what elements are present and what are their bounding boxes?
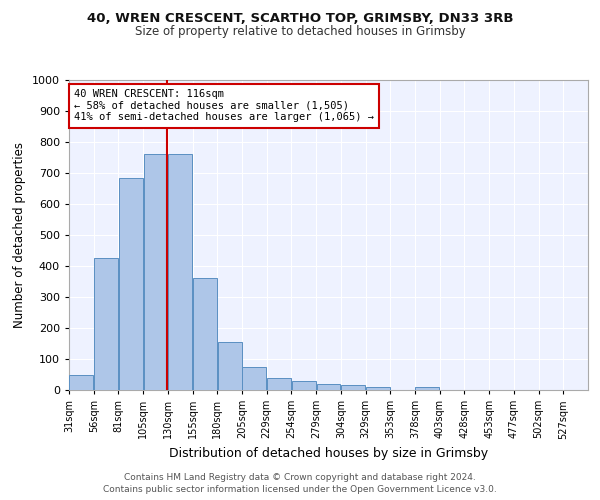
- Text: Size of property relative to detached houses in Grimsby: Size of property relative to detached ho…: [134, 25, 466, 38]
- Text: Contains public sector information licensed under the Open Government Licence v3: Contains public sector information licen…: [103, 485, 497, 494]
- Bar: [168, 154, 192, 390]
- Bar: [341, 386, 365, 390]
- Bar: [193, 278, 217, 390]
- Bar: [267, 378, 291, 390]
- Bar: [292, 380, 316, 390]
- Bar: [119, 178, 143, 390]
- Bar: [70, 374, 94, 390]
- Text: Contains HM Land Registry data © Crown copyright and database right 2024.: Contains HM Land Registry data © Crown c…: [124, 472, 476, 482]
- Text: 40 WREN CRESCENT: 116sqm
← 58% of detached houses are smaller (1,505)
41% of sem: 40 WREN CRESCENT: 116sqm ← 58% of detach…: [74, 90, 374, 122]
- Text: 40, WREN CRESCENT, SCARTHO TOP, GRIMSBY, DN33 3RB: 40, WREN CRESCENT, SCARTHO TOP, GRIMSBY,…: [87, 12, 513, 26]
- Bar: [415, 387, 439, 390]
- Bar: [366, 387, 390, 390]
- Bar: [242, 367, 266, 390]
- Bar: [94, 258, 118, 390]
- Y-axis label: Number of detached properties: Number of detached properties: [13, 142, 26, 328]
- Bar: [143, 154, 167, 390]
- X-axis label: Distribution of detached houses by size in Grimsby: Distribution of detached houses by size …: [169, 447, 488, 460]
- Bar: [317, 384, 340, 390]
- Bar: [218, 342, 242, 390]
